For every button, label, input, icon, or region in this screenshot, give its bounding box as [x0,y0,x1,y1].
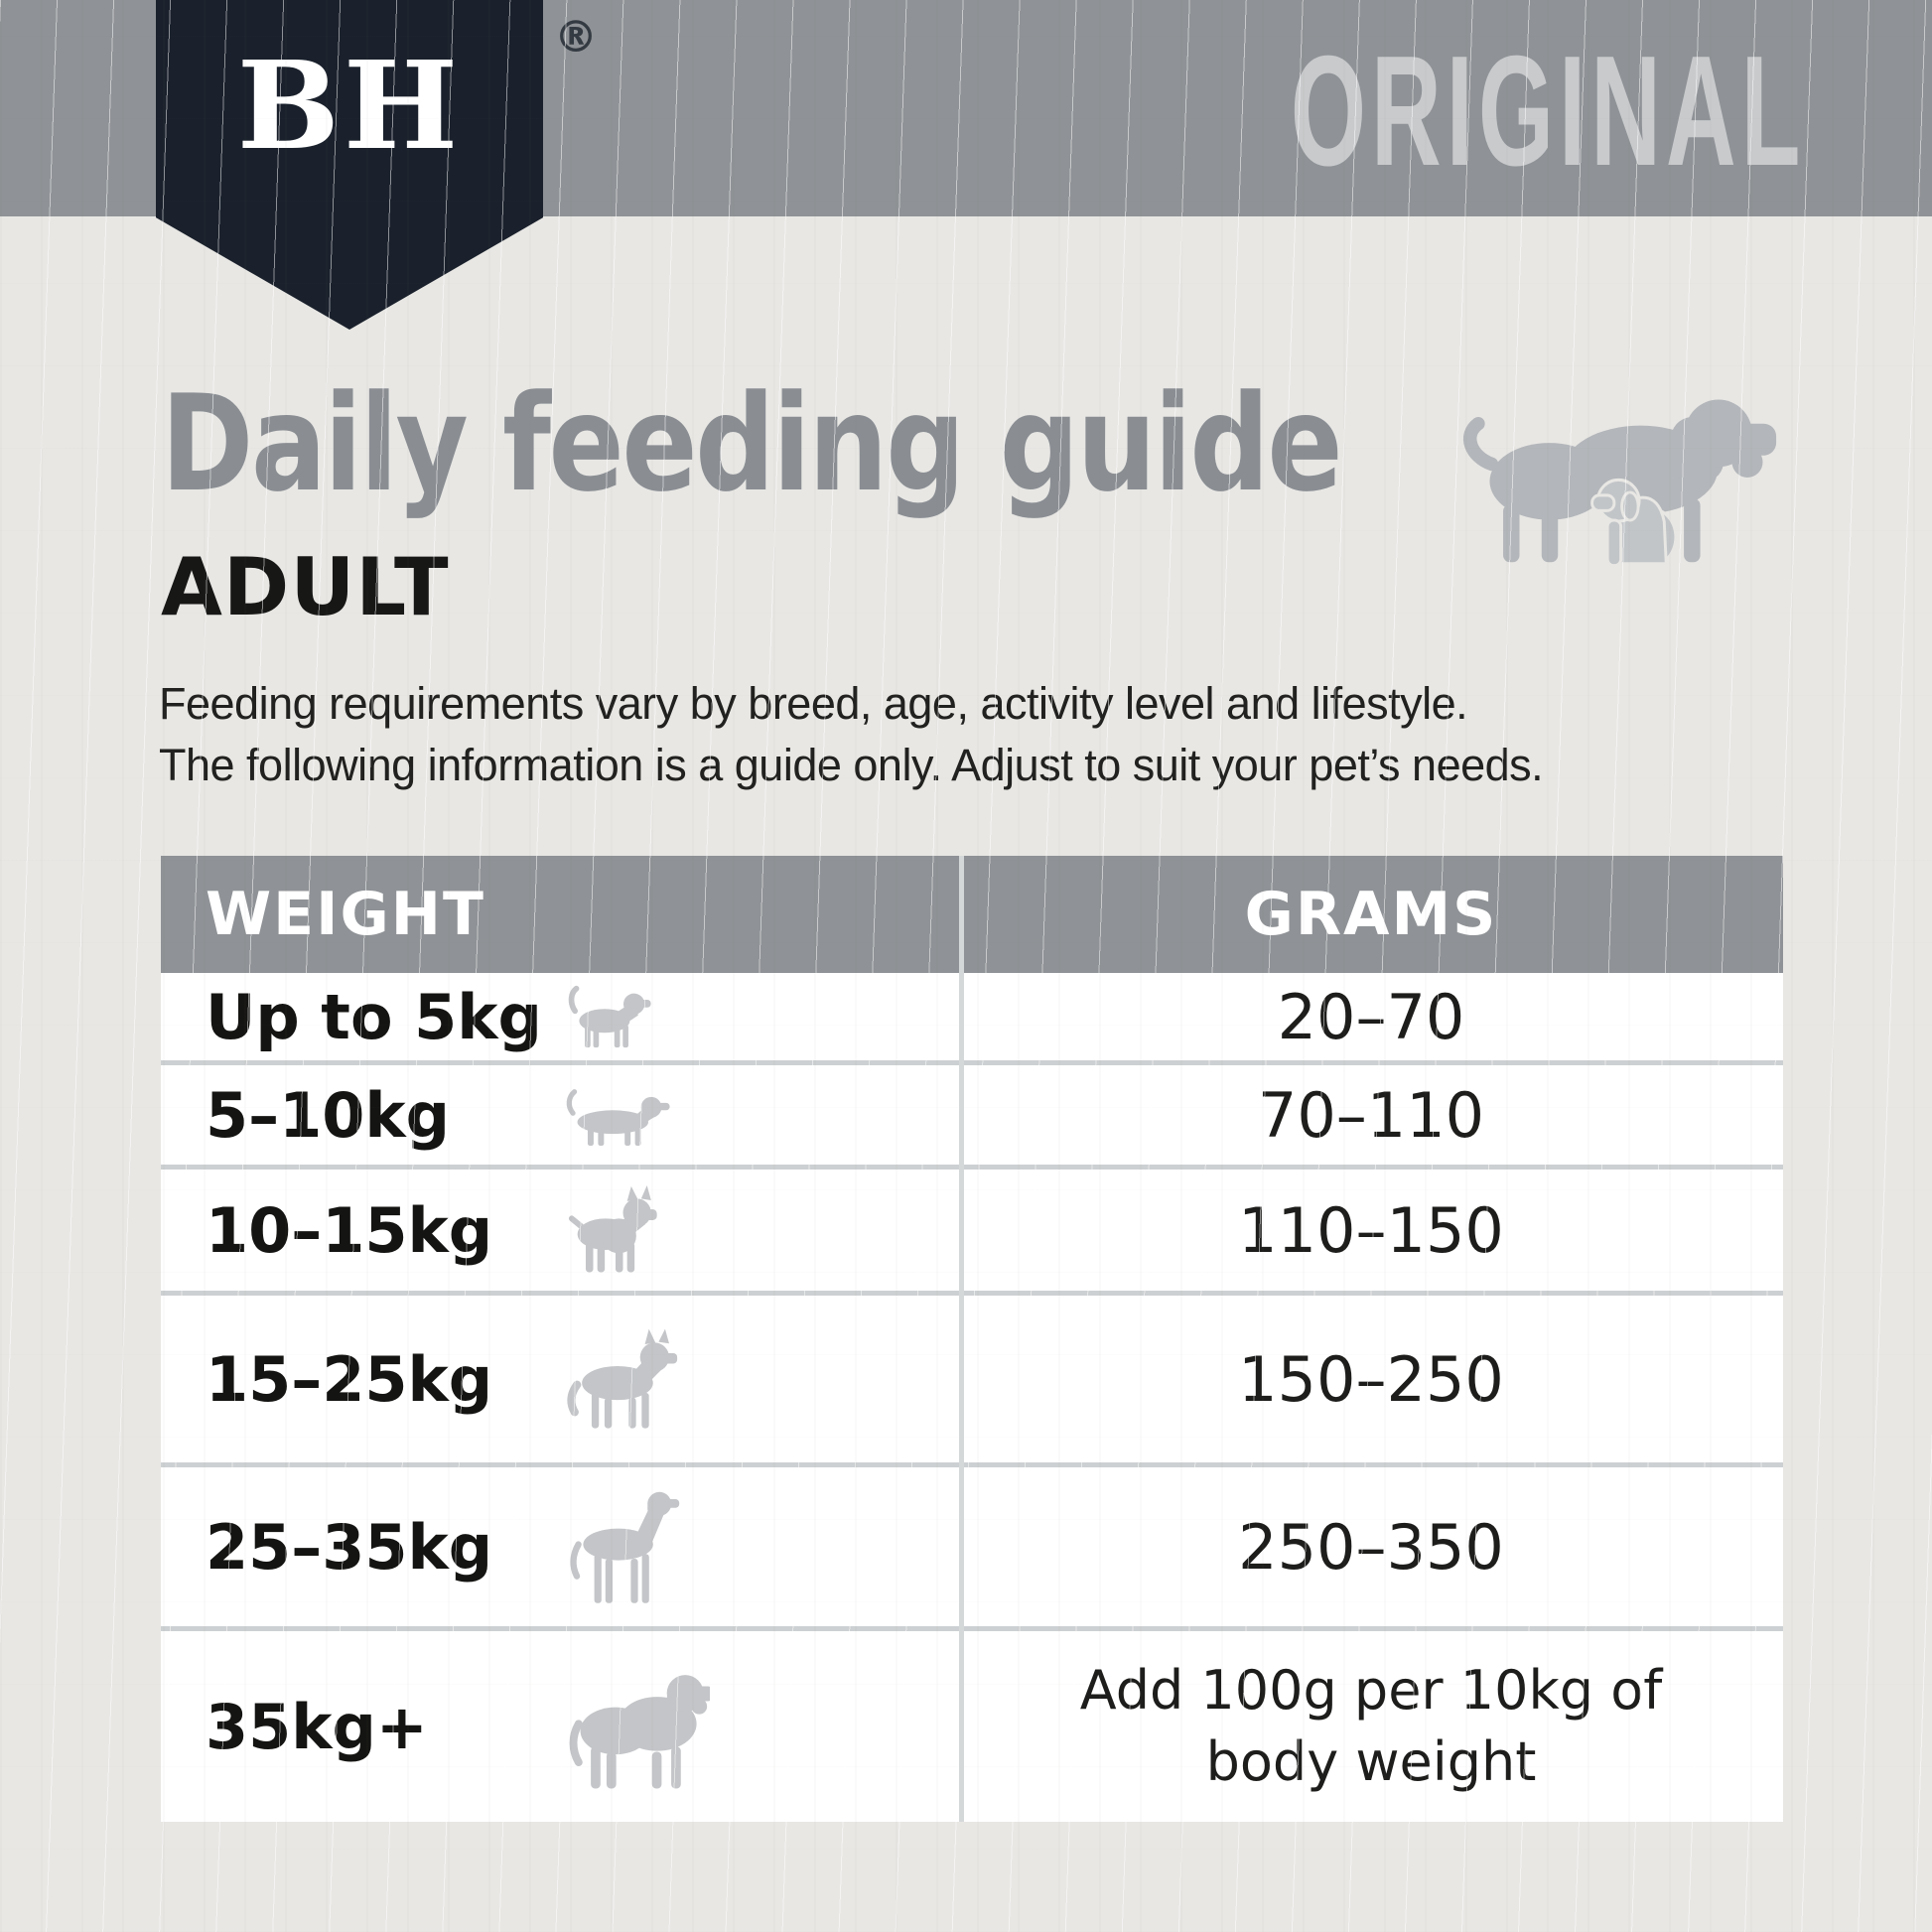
grams-cell: 70–110 [959,1065,1783,1165]
weight-label: 15–25kg [206,1342,493,1416]
brand-pennant: BH [156,0,543,330]
dachshund-icon [566,1088,670,1146]
brand-logo: BH [236,34,463,177]
life-stage-heading: ADULT [161,541,450,633]
registered-trademark-icon: ® [554,12,598,63]
page-title: Daily feeding guide [161,366,1343,521]
intro-text: Feeding requirements vary by breed, age,… [159,673,1544,796]
puppy-silhouette [1590,478,1678,568]
product-line-label: ORIGINAL [1290,24,1805,199]
weight-cell: 25–35kg [161,1467,959,1626]
big-dog-tail [1462,416,1499,472]
grams-value: 110–150 [1238,1193,1504,1267]
weight-label: 5–10kg [206,1078,451,1152]
cattle-dog-icon [567,1328,678,1429]
grams-cell: 110–150 [959,1170,1783,1291]
grams-cell: 150–250 [959,1296,1783,1462]
weight-label: Up to 5kg [206,980,542,1053]
weight-cell: Up to 5kg [161,973,959,1060]
terrier-icon [568,1185,657,1273]
column-divider [959,856,964,1822]
grams-value: 20–70 [1277,980,1465,1053]
grams-cell: Add 100g per 10kg of body weight [959,1631,1783,1822]
great-dane-icon [570,1491,680,1603]
table-row: 15–25kg 150–250 [161,1291,1783,1462]
weight-cell: 5–10kg [161,1065,959,1165]
intro-line-1: Feeding requirements vary by breed, age,… [159,678,1468,729]
table-row: 35kg+ Add 100g per 10kg of body weigh [161,1626,1783,1822]
table-row: 10–15kg 110–150 [161,1165,1783,1291]
adult-dog-and-puppy-illustration [1462,399,1777,568]
grams-value: 70–110 [1257,1078,1485,1152]
grams-cell: 250–350 [959,1467,1783,1626]
weight-cell: 35kg+ [161,1631,959,1822]
big-dog-ear [1681,418,1711,472]
grams-value: 250–350 [1238,1510,1504,1584]
column-header-weight: WEIGHT [206,880,485,949]
grams-value: 150–250 [1238,1342,1504,1416]
column-header-grams: GRAMS [1244,880,1498,949]
weight-label: 10–15kg [206,1193,493,1267]
mastiff-icon [569,1675,710,1789]
grams-cell: 20–70 [959,973,1783,1060]
weight-label: 35kg+ [206,1690,428,1763]
small-dog-beagle-icon [568,985,651,1048]
intro-line-2: The following information is a guide onl… [159,740,1544,790]
grams-value: Add 100g per 10kg of body weight [1079,1659,1663,1793]
table-row: 5–10kg 70–110 [161,1060,1783,1165]
weight-label: 25–35kg [206,1510,493,1584]
table-header-row: WEIGHT GRAMS [161,856,1783,973]
weight-cell: 15–25kg [161,1296,959,1462]
table-row: Up to 5kg 20–70 [161,973,1783,1060]
table-row: 25–35kg 250–350 [161,1462,1783,1626]
weight-cell: 10–15kg [161,1170,959,1291]
feeding-guide-table: WEIGHT GRAMS Up to 5kg [161,856,1783,1822]
